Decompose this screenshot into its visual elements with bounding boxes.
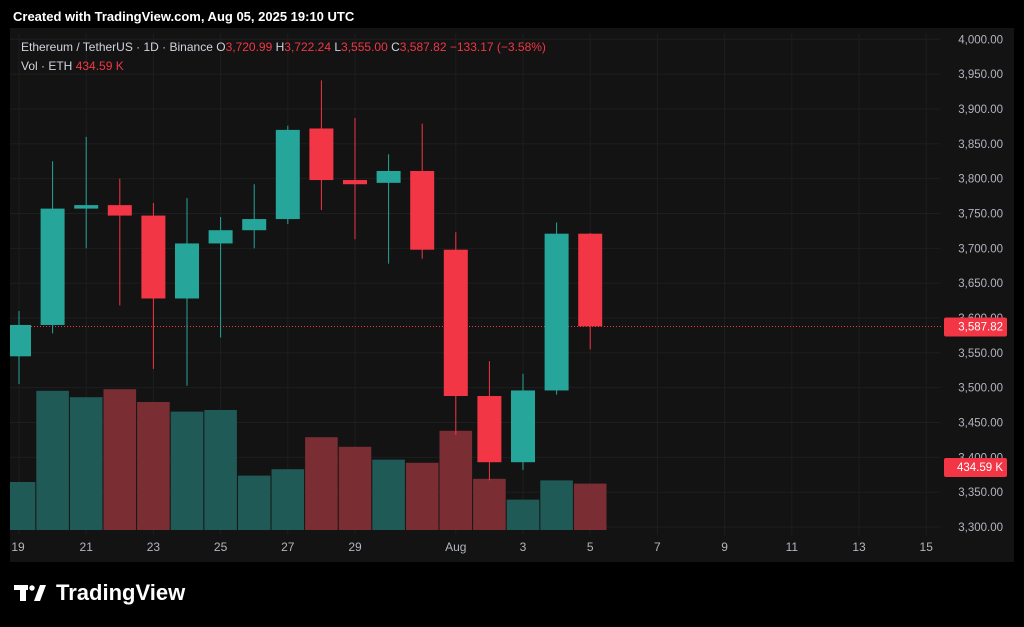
high-label: H [275,40,285,54]
price-tick-label: 3,450.00 [958,417,1003,429]
tradingview-logo: TradingView [14,580,185,606]
time-tick-label: 13 [852,540,866,554]
price-tick-label: 3,800.00 [958,174,1003,186]
candle-body [544,233,569,391]
time-tick-label: 21 [80,540,94,554]
time-axis: 19 21 23 25 27 29 Aug 3 5 7 9 11 13 15 [11,540,933,554]
time-tick-label: 19 [11,540,25,554]
candle-body [242,219,267,231]
time-tick-label: 15 [920,540,934,554]
open-label: O [216,40,226,54]
footer [0,563,1024,627]
time-tick-label: 29 [348,540,362,554]
created-with-label: Created with TradingView.com, Aug 05, 20… [13,9,355,24]
tradingview-logo-icon [14,585,46,601]
price-tick-label: 3,950.00 [958,69,1003,81]
price-tick-label: 3,900.00 [958,104,1003,116]
volume-bar [36,390,69,530]
candle-body [208,230,233,244]
candle-body [175,243,199,299]
last-price-badge-bg [944,317,1007,337]
volume-bar [573,483,607,530]
low-value: 3,555.00 [341,40,388,54]
price-tick-label: 3,700.00 [958,243,1003,255]
volume-value: 434.59 K [75,59,124,73]
price-tick-label: 3,750.00 [958,208,1003,220]
price-tick-label: 3,300.00 [958,522,1003,534]
symbol-label[interactable]: Ethereum / TetherUS · 1D · Binance [21,40,213,54]
candle-body [74,205,99,209]
high-value: 3,722.24 [284,40,332,54]
volume-row: Vol · ETH 434.59 K [21,59,546,78]
last-price-badge: 3,587.82 [958,321,1003,333]
candle-body [443,249,468,397]
volume-bar [69,397,103,530]
volume-label[interactable]: Vol · ETH [21,59,73,73]
time-tick-label: 23 [147,540,161,554]
candle-body [309,128,334,181]
time-tick-label: 25 [214,540,228,554]
candle-body [10,324,31,357]
low-label: L [334,40,342,54]
price-tick-label: 3,350.00 [958,487,1003,499]
volume-bar [170,411,204,530]
time-tick-label: 5 [587,540,594,554]
badge-layer: 3,587.82 434.59 K [944,317,1007,477]
change-value: −133.17 (−3.58%) [449,40,546,54]
candle-body [376,170,401,183]
candle-body [107,205,132,216]
price-tick-label: 3,650.00 [958,278,1003,290]
close-value: 3,587.82 [399,40,447,54]
legend: Ethereum / TetherUS · 1D · Binance O3,72… [21,40,546,78]
candle-body [40,208,65,325]
time-tick-label: 9 [721,540,728,554]
candle-body [511,390,535,463]
volume-bar [137,402,170,530]
tradingview-logo-text: TradingView [56,580,186,605]
volume-bar [405,462,439,530]
candle-body [343,180,367,185]
candle-body [578,233,603,327]
volume-bar [372,459,405,530]
price-tick-label: 3,500.00 [958,383,1003,395]
volume-bar [506,499,540,530]
time-tick-label: Aug [445,540,466,554]
candle-body [141,215,166,299]
candle-body [410,170,435,250]
volume-bar [305,437,338,530]
ohlc-row: Ethereum / TetherUS · 1D · Binance O3,72… [21,40,546,59]
open-value: 3,720.99 [225,40,273,54]
time-tick-label: 11 [786,540,799,554]
volume-bar [237,475,271,530]
price-tick-label: 3,550.00 [958,348,1003,360]
candle-body [477,396,502,463]
volume-bar [473,478,506,530]
price-tick-label: 3,850.00 [958,139,1003,151]
volume-bar [103,389,137,530]
volume-bar [540,480,573,530]
close-label: C [391,40,400,54]
volume-bar [338,446,372,530]
volume-bar [204,410,237,530]
candle-body [275,129,300,220]
time-tick-label: 3 [520,540,527,554]
last-volume-badge: 434.59 K [957,462,1003,474]
time-tick-label: 27 [281,540,295,554]
volume-bar [10,482,36,530]
volume-bar [271,469,305,530]
volume-bar [439,430,473,530]
time-tick-label: 7 [654,540,661,554]
candle-layer [10,80,603,481]
price-tick-label: 4,000.00 [958,34,1003,46]
volume-layer [10,389,607,530]
last-volume-badge-bg [944,458,1007,477]
